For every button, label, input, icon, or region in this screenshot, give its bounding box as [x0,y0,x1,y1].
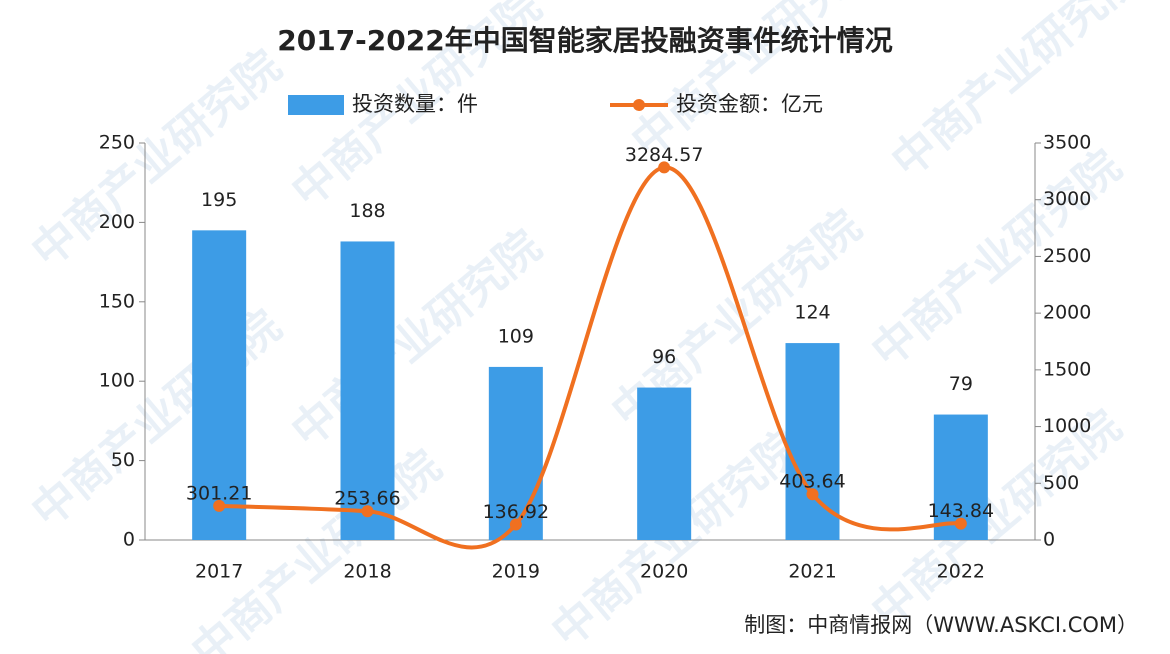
bar [488,366,543,540]
bar [785,343,840,540]
line-value-label: 143.84 [928,500,994,522]
y2-tick-label: 2000 [1043,302,1091,324]
y-tick-label: 0 [123,529,135,551]
y-tick-label: 250 [99,132,135,154]
y-tick-label: 150 [99,290,135,312]
bar-value-label: 96 [652,346,676,368]
legend-label: 投资金额：亿元 [676,92,823,116]
x-tick-label: 2019 [492,561,540,583]
x-tick-label: 2018 [343,561,391,583]
y-tick-label: 100 [99,370,135,392]
x-tick-label: 2020 [640,561,688,583]
line-value-label: 3284.57 [625,144,704,166]
legend-swatch [633,99,645,111]
y2-tick-label: 0 [1043,529,1055,551]
line-point [213,499,226,512]
bar [637,387,692,540]
line-value-label: 136.92 [483,501,549,523]
bar [340,241,395,540]
x-tick-label: 2017 [195,561,243,583]
bar-value-label: 195 [201,189,237,211]
bar-value-label: 124 [794,302,830,324]
line-point [509,518,522,531]
bar-value-label: 109 [498,325,534,347]
legend-swatch [288,95,344,115]
line-point [658,161,671,174]
y2-tick-label: 3500 [1043,132,1091,154]
bar [192,230,247,540]
y-tick-label: 200 [99,211,135,233]
line-point [954,517,967,530]
bar-value-label: 188 [349,200,385,222]
y-tick-label: 50 [111,449,135,471]
x-tick-label: 2022 [937,561,985,583]
chart-title: 2017-2022年中国智能家居投融资事件统计情况 [277,24,892,57]
legend-label: 投资数量：件 [352,92,478,116]
x-tick-label: 2021 [788,561,836,583]
source-note: 制图：中商情报网（WWW.ASKCI.COM） [744,613,1138,637]
line-point [806,488,819,501]
line-value-label: 253.66 [334,488,400,510]
y2-tick-label: 3000 [1043,188,1091,210]
line-value-label: 403.64 [779,471,845,493]
line-value-label: 301.21 [186,482,252,504]
y2-tick-label: 2500 [1043,245,1091,267]
y2-tick-label: 1500 [1043,358,1091,380]
y2-tick-label: 500 [1043,472,1079,494]
line-point [361,505,374,518]
bar-value-label: 79 [949,373,973,395]
y2-tick-label: 1000 [1043,415,1091,437]
